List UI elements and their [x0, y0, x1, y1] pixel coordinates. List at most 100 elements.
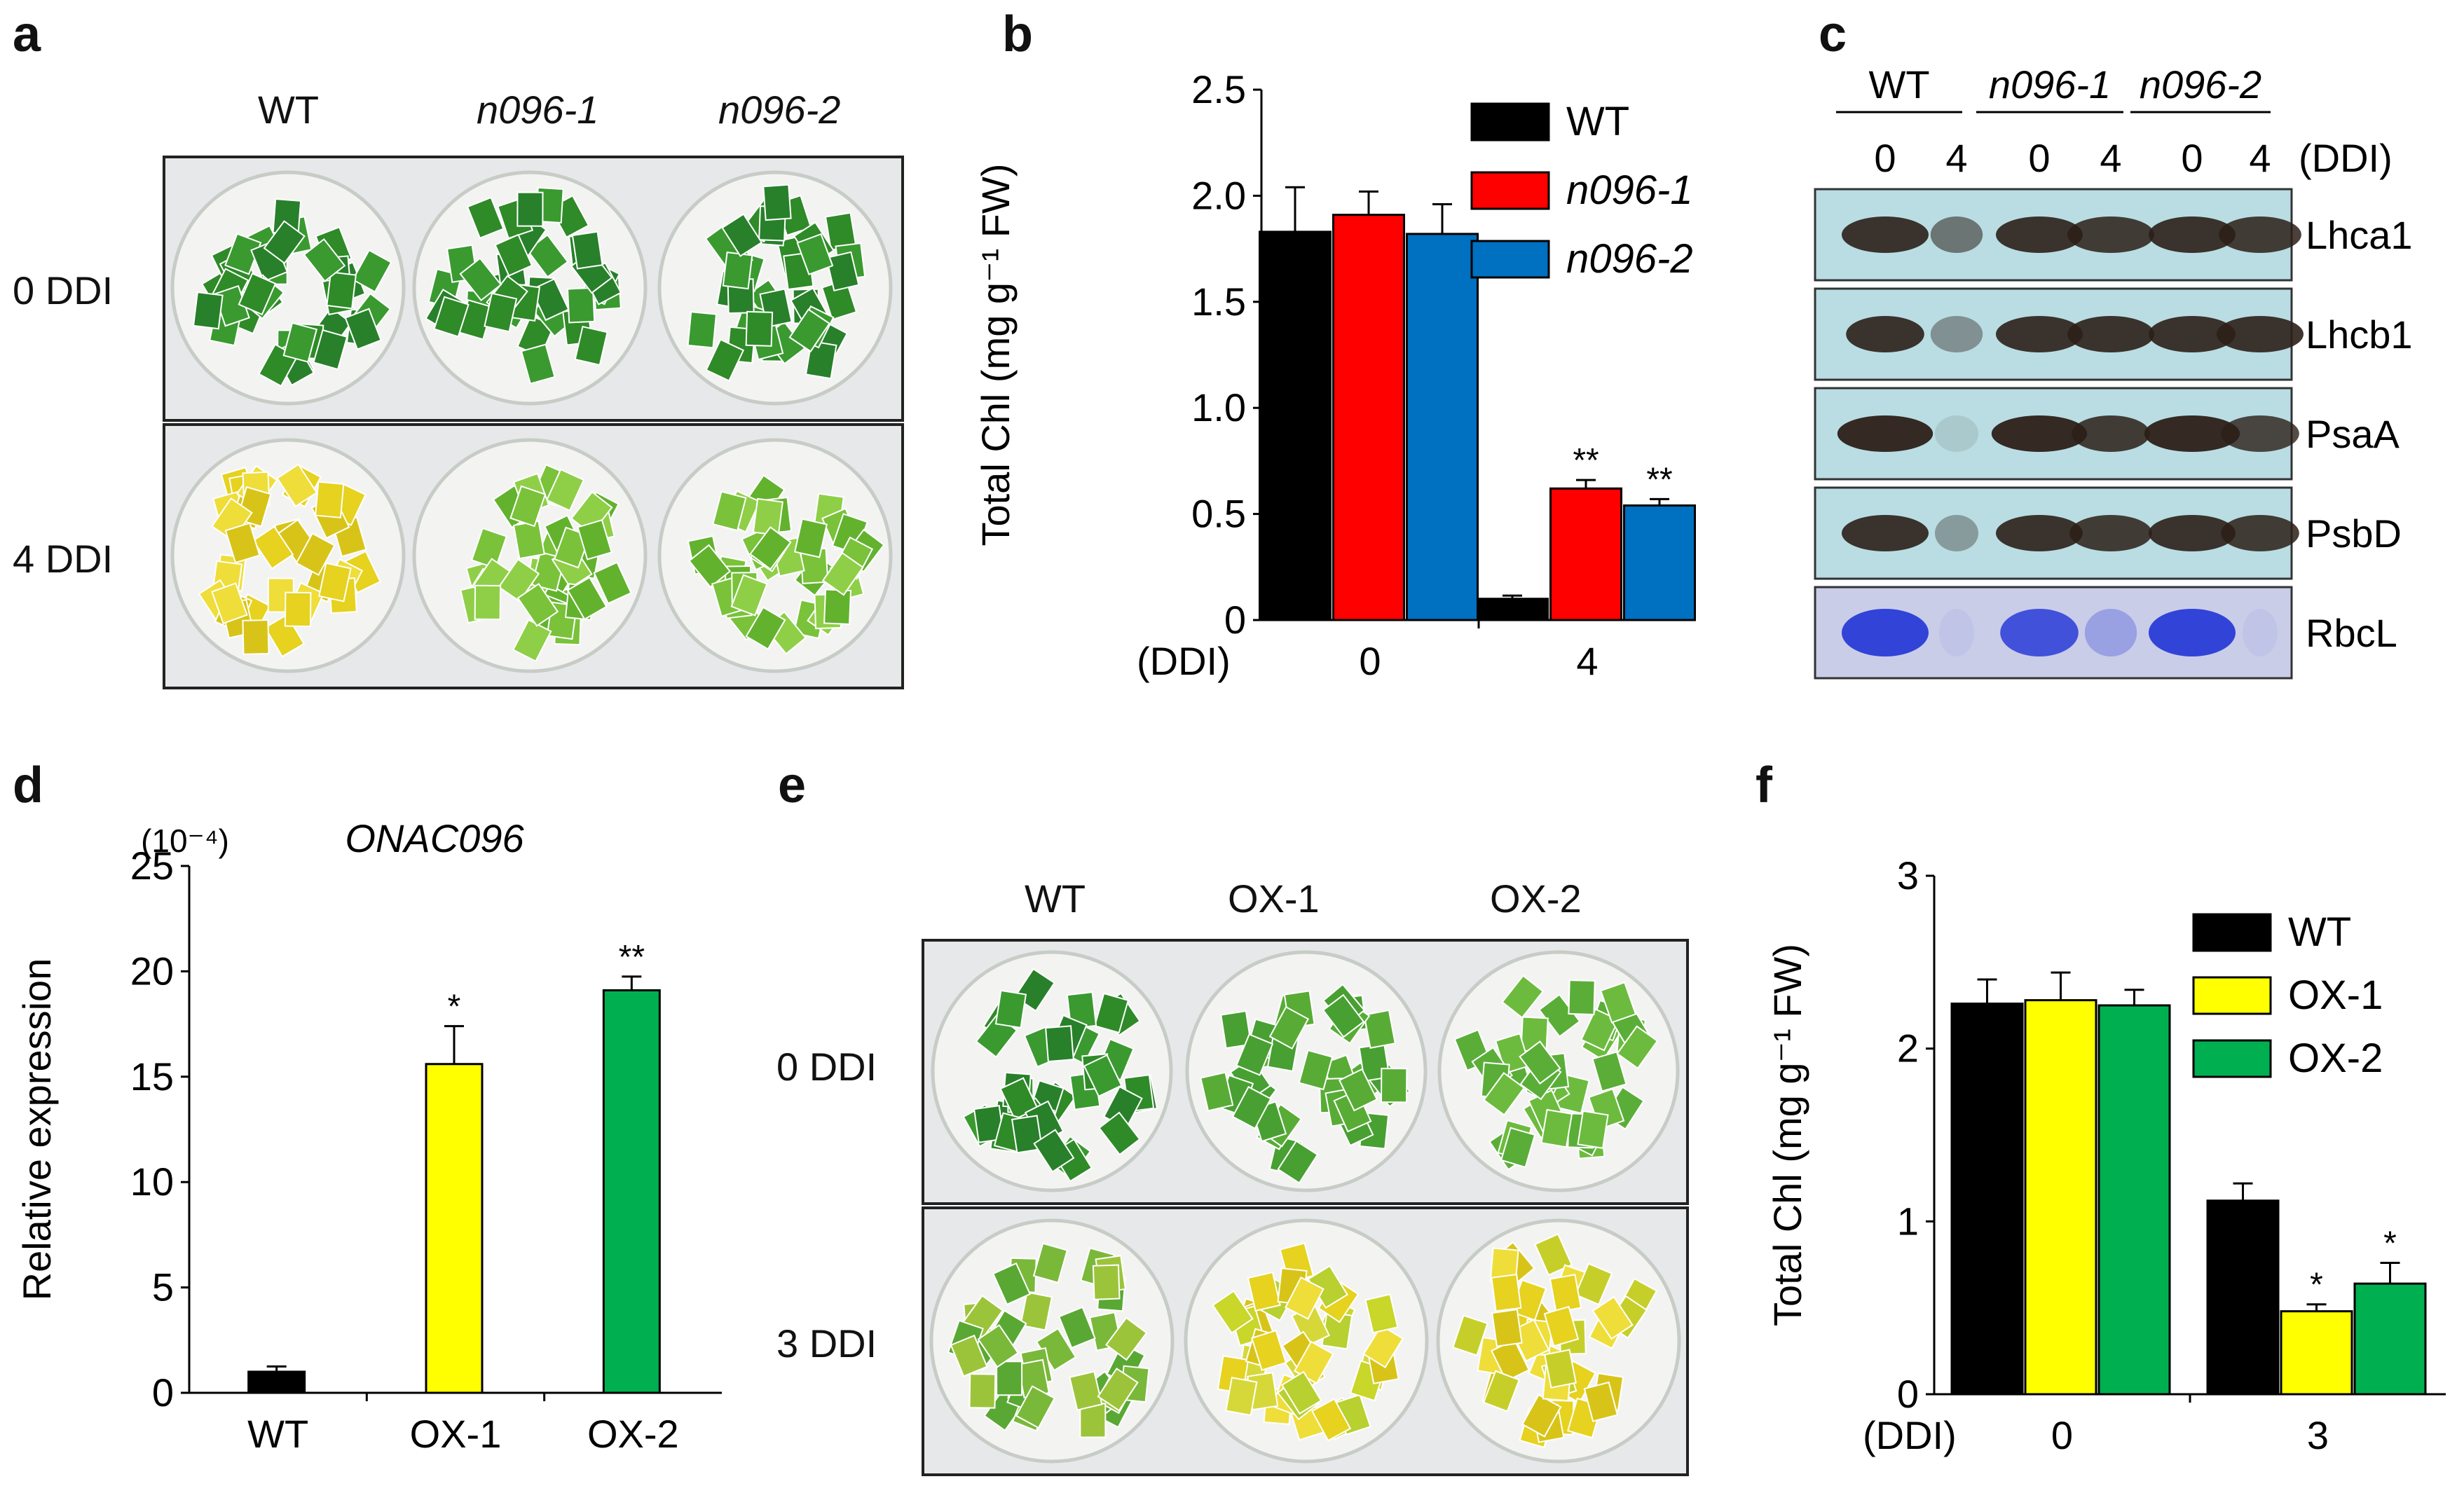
leaf-segment — [520, 343, 556, 385]
panel-a-dishes-0ddi — [170, 170, 893, 406]
leaf-segment — [574, 325, 608, 366]
panel-label-f: f — [1755, 757, 1772, 813]
blot-band — [2149, 515, 2236, 551]
blot-band — [1996, 316, 2083, 352]
leaf-segment — [516, 582, 559, 627]
leaf-segment — [1540, 1108, 1573, 1148]
leaf-segment — [593, 561, 632, 605]
y-tick-label: 15 — [130, 1054, 174, 1099]
blot-band — [1996, 515, 2083, 551]
leaf-segment — [1105, 1316, 1148, 1361]
x-axis-label: (DDI) — [1863, 1413, 1957, 1457]
leaf-segment — [566, 576, 608, 621]
panel-a-photo-4ddi — [163, 423, 904, 689]
x-tick-label: OX-1 — [410, 1412, 502, 1456]
bar — [1332, 214, 1405, 621]
leaf-segment — [1020, 1291, 1053, 1331]
leaf-segment — [459, 257, 502, 302]
y-tick-label: 1 — [1897, 1199, 1919, 1243]
leaf-segment — [1045, 1025, 1074, 1063]
leaf-segment — [1322, 993, 1365, 1038]
y-tick-label: 3 — [1897, 853, 1919, 897]
leaf-segment — [1200, 1071, 1234, 1112]
leaf-segment — [688, 544, 732, 589]
leaf-segment — [1338, 1068, 1378, 1112]
leaf-segment — [276, 463, 318, 508]
blot-band — [1842, 216, 1929, 253]
leaf-segment — [303, 238, 346, 282]
leaf-segment — [530, 277, 570, 322]
y-tick-label: 0 — [1897, 1372, 1919, 1416]
bar — [1623, 504, 1696, 621]
blot-band — [2067, 216, 2154, 253]
leaf-segment — [1519, 1040, 1561, 1085]
legend-label: n096-1 — [1566, 167, 1693, 213]
blot-group-label: WT — [1868, 62, 1929, 106]
protein-label: PsaA — [2306, 412, 2400, 456]
x-axis-label: (DDI) — [1137, 639, 1231, 683]
panel-e-col-ox2: OX-2 — [1490, 876, 1582, 921]
blot-band — [1842, 515, 1929, 551]
leaf-segment — [1225, 1377, 1258, 1417]
panel-label-c: c — [1819, 6, 1847, 62]
leaf-segment — [211, 582, 248, 625]
leaf-segment — [705, 338, 745, 382]
leaf-segment — [1500, 1127, 1536, 1169]
blot-band — [2149, 316, 2236, 352]
leaf-segment — [577, 519, 612, 560]
leaf-segment — [1574, 1263, 1613, 1306]
leaf-segment — [352, 249, 392, 293]
legend-swatch — [2192, 1039, 2272, 1078]
leaf-segment — [433, 296, 470, 338]
panel-e-row-0ddi: 0 DDI — [776, 1045, 877, 1089]
significance-mark: * — [2310, 1267, 2323, 1304]
blot-band — [2067, 316, 2154, 352]
bar — [2097, 1004, 2171, 1396]
blot-band — [1991, 415, 2088, 452]
bar — [1549, 487, 1622, 621]
leaf-segment — [545, 468, 585, 511]
y-unit-label: (10⁻⁴) — [141, 823, 229, 859]
leaf-segment — [192, 291, 224, 330]
leaf-segment — [1549, 1274, 1582, 1314]
leaf-segment — [821, 551, 864, 596]
leaf-segment — [1483, 1072, 1526, 1116]
lane-label: 0 — [1874, 136, 1896, 180]
leaf-segment — [745, 310, 774, 347]
blot-band — [1935, 415, 1978, 452]
panel-label-d: d — [13, 757, 43, 813]
leaf-segment — [326, 271, 357, 310]
leaf-segment — [1268, 1005, 1310, 1050]
panel-e-dishes-3ddi — [929, 1218, 1681, 1464]
leaf-segment — [788, 308, 830, 352]
blot-band — [2221, 415, 2299, 452]
leaf-segment — [1033, 1129, 1075, 1173]
y-tick-label: 2.0 — [1191, 173, 1246, 217]
protein-label: RbcL — [2306, 611, 2397, 655]
panel-a-photo-0ddi — [163, 156, 904, 422]
leaf-segment — [1381, 1068, 1408, 1103]
leaf-segment — [794, 518, 828, 558]
leaf-segment — [762, 184, 792, 221]
bar — [1950, 1003, 2024, 1396]
leaf-segment — [1544, 1349, 1577, 1389]
panel-e-photo-3ddi — [922, 1206, 1689, 1476]
leaf-segment — [512, 619, 552, 663]
leaf-segment — [512, 520, 545, 560]
leaf-segment — [1482, 1370, 1521, 1412]
leaf-segment — [295, 532, 336, 577]
leaf-segment — [263, 614, 306, 658]
panel-a-row-0ddi: 0 DDI — [13, 268, 114, 312]
leaf-segment — [823, 589, 852, 625]
leaf-segment — [805, 340, 837, 380]
leaf-segment — [994, 989, 1027, 1028]
lane-label: 4 — [2100, 136, 2121, 180]
leaf-segment — [494, 233, 533, 277]
bar — [247, 1370, 306, 1394]
blot-band — [1837, 415, 1933, 452]
blot-group-label: n096-2 — [2140, 62, 2261, 106]
leaf-segment — [977, 1323, 1020, 1368]
leaf-segment — [722, 251, 753, 290]
leaf-segment — [1298, 1049, 1334, 1091]
leaf-segment — [1098, 1111, 1141, 1156]
